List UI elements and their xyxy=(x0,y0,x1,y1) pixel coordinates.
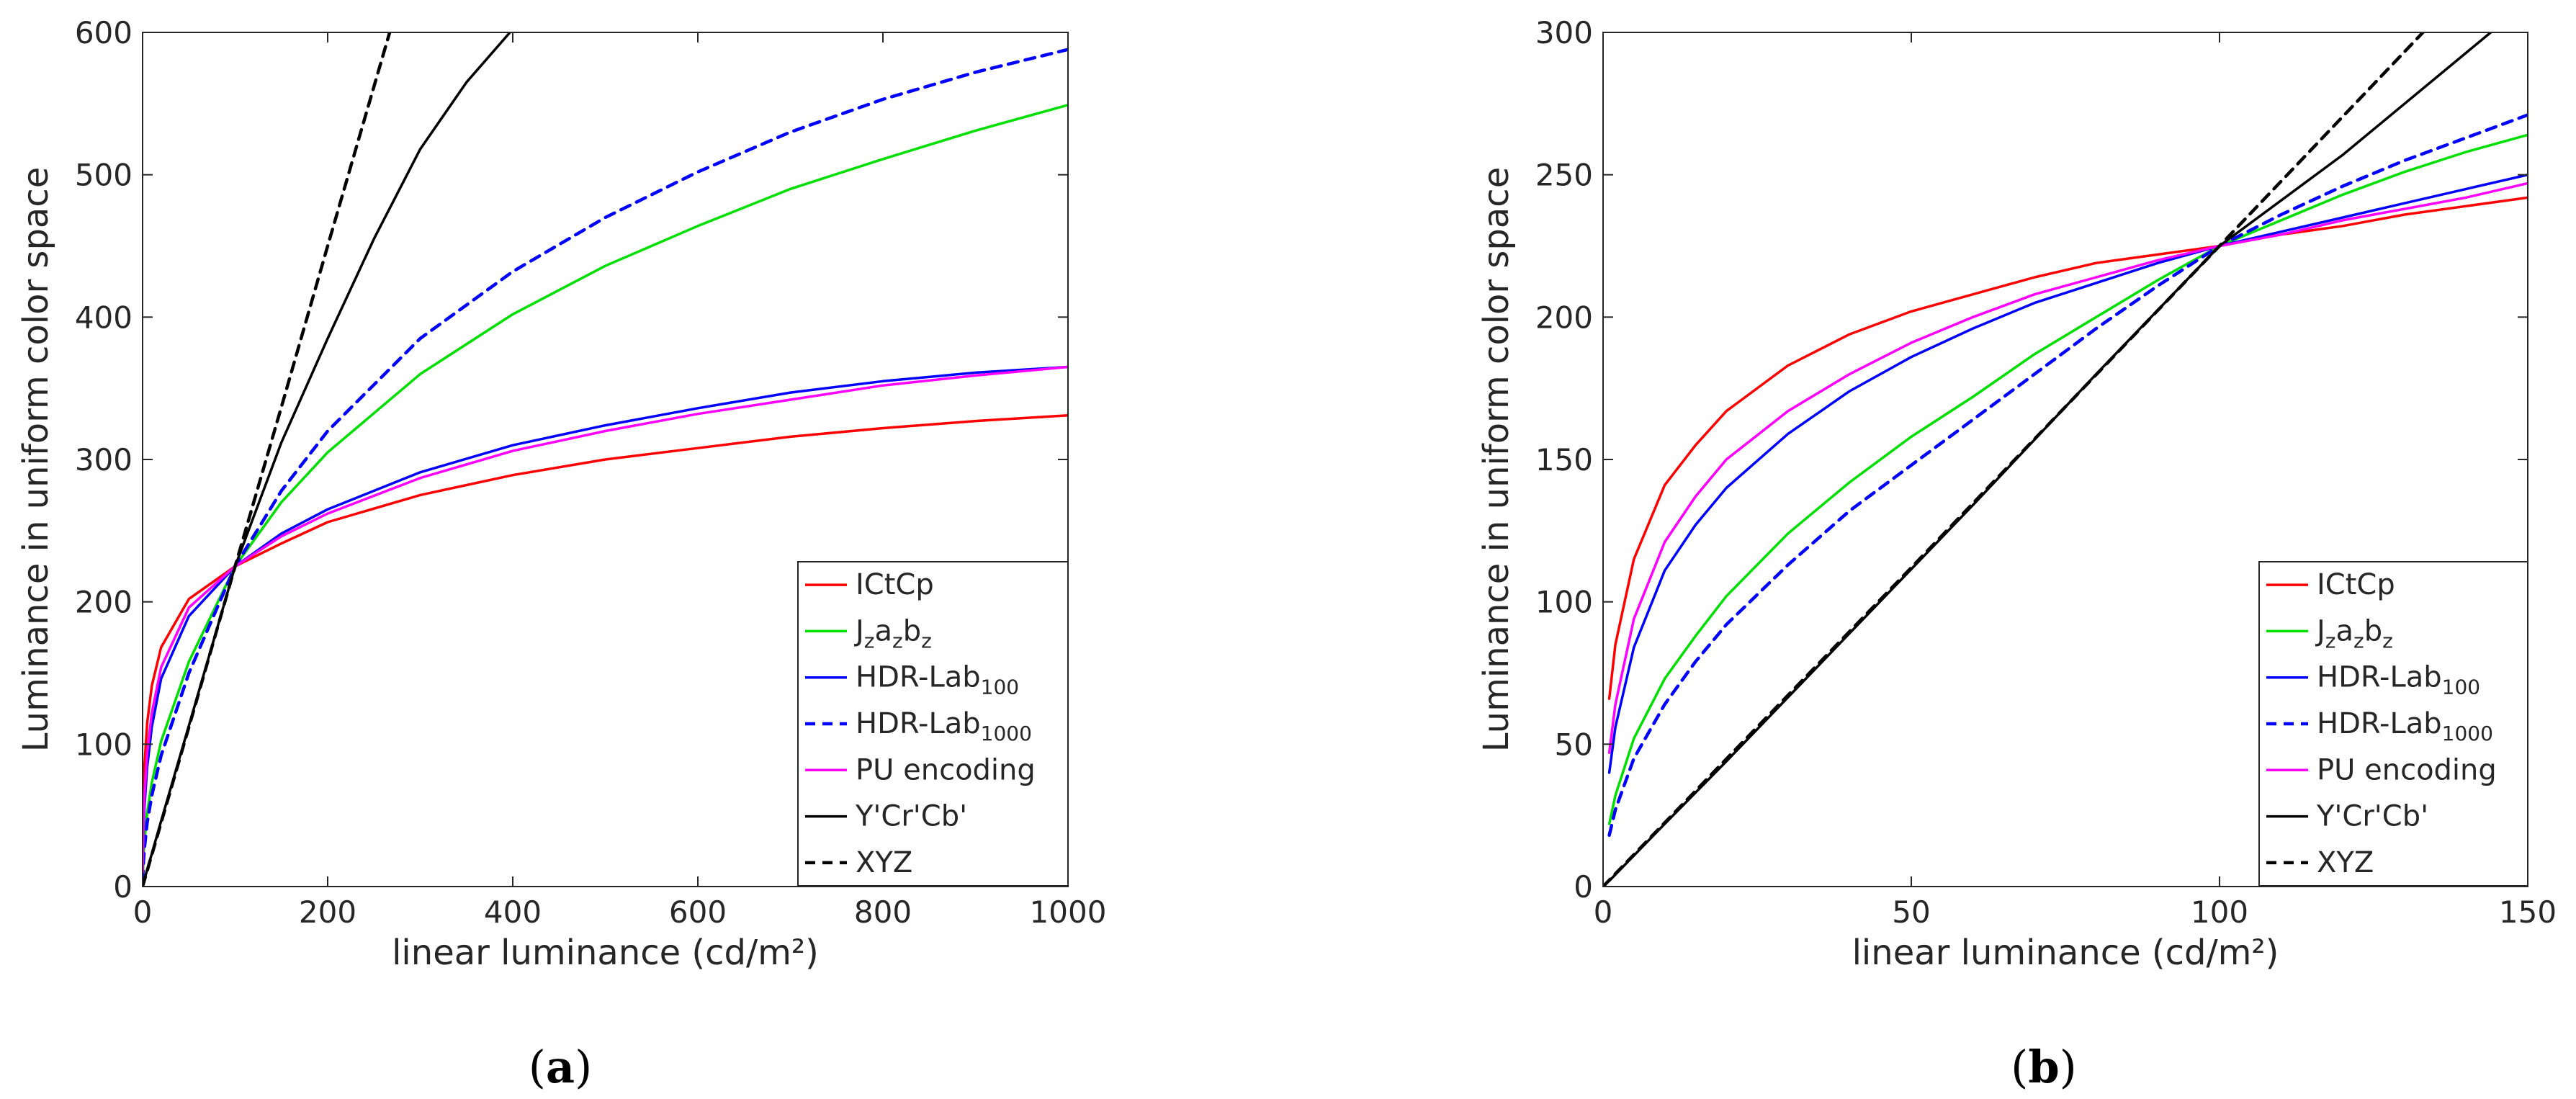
chart-b-legend-label-4: PU encoding xyxy=(2317,753,2497,786)
chart-b-y-tick-label-1: 50 xyxy=(1555,727,1593,762)
chart-b-y-tick-label-3: 150 xyxy=(1535,442,1593,477)
chart-a-series-line-5 xyxy=(143,32,511,887)
chart-a-x-tick-label-4: 800 xyxy=(854,894,912,930)
chart-b-series-line-0 xyxy=(1607,196,2528,700)
chart-a-series-line-0 xyxy=(143,413,1068,860)
chart-b-legend-label-1: Jzazbz xyxy=(2315,614,2393,652)
chart-a-y-tick-label-1: 100 xyxy=(75,727,133,762)
chart-a-y-tick-label-0: 0 xyxy=(113,869,133,905)
chart-a-legend-label-6: XYZ xyxy=(856,846,912,879)
chart-b-y-tick-label-2: 100 xyxy=(1535,585,1593,620)
caption-b: (b) xyxy=(2011,1041,2077,1093)
chart-b-series-line-1 xyxy=(1607,133,2528,825)
chart-b-y-tick-label-4: 200 xyxy=(1535,300,1593,335)
chart-b-series-line-3 xyxy=(1607,113,2528,838)
chart-panel-b: 0 50 100 150 0 50 100 150 200 250 300 linear lumina… xyxy=(1476,15,2557,973)
chart-a-x-tick-label-5: 1000 xyxy=(1030,894,1107,930)
chart-b-legend-label-2: HDR-Lab100 xyxy=(2317,661,2480,699)
chart-b-legend-label-5: Y'Cr'Cb' xyxy=(2316,800,2428,833)
chart-a-y-tick-label-2: 200 xyxy=(75,585,133,620)
chart-a-series-line-4 xyxy=(143,365,1068,874)
chart-a-x-tick-label-3: 600 xyxy=(669,894,727,930)
chart-b-legend: ICtCp Jzazbz HDR-Lab100 HDR-Lab1000 PU encod… xyxy=(2258,561,2528,887)
chart-a-series-group xyxy=(143,32,1068,887)
chart-panel-a: 0 200 400 600 800 10000100200300400500600line… xyxy=(16,15,1106,973)
chart-a-series-line-3 xyxy=(143,48,1068,883)
chart-b-y-tick-label-5: 250 xyxy=(1535,158,1593,193)
chart-b-series-line-2 xyxy=(1607,173,2528,774)
chart-b-series-line-6 xyxy=(1603,32,2425,887)
chart-b-series-line-4 xyxy=(1607,181,2528,754)
chart-a-y-axis-label: Luminance in uniform color space xyxy=(16,167,56,752)
chart-b-legend-box xyxy=(2258,561,2528,887)
chart-a-legend-label-2: HDR-Lab100 xyxy=(856,661,1019,699)
caption-a: (a) xyxy=(529,1041,593,1093)
chart-a-legend-label-4: PU encoding xyxy=(856,753,1036,786)
chart-a-legend-label-1: Jzazbz xyxy=(853,614,932,652)
chart-a-y-tick-label-4: 400 xyxy=(75,300,133,335)
chart-a-legend-label-3: HDR-Lab1000 xyxy=(856,707,1032,745)
chart-b-series-line-5 xyxy=(1607,32,2492,882)
chart-a-series-line-1 xyxy=(143,104,1068,881)
chart-a-y-tick-label-6: 600 xyxy=(75,15,133,50)
chart-b-series-group xyxy=(1603,32,2528,887)
chart-a-series-line-6 xyxy=(143,32,392,887)
chart-a-x-tick-label-2: 400 xyxy=(484,894,542,930)
chart-a-legend-box xyxy=(797,561,1069,887)
chart-a-x-tick-label-1: 200 xyxy=(299,894,356,930)
chart-b-y-tick-label-6: 300 xyxy=(1535,15,1593,50)
chart-b-y-tick-label-0: 0 xyxy=(1574,869,1593,905)
chart-a-legend-label-0: ICtCp xyxy=(856,568,934,601)
chart-a-legend: ICtCp Jzazbz HDR-Lab100 HDR-Lab1000 PU encod… xyxy=(797,561,1069,887)
chart-a-y-tick-label-5: 500 xyxy=(75,158,133,193)
chart-b-x-tick-label-3: 150 xyxy=(2499,894,2557,930)
chart-a-legend-label-5: Y'Cr'Cb' xyxy=(855,800,967,833)
chart-b-legend-label-3: HDR-Lab1000 xyxy=(2317,707,2493,745)
chart-b-legend-label-0: ICtCp xyxy=(2317,568,2395,601)
chart-b-legend-label-6: XYZ xyxy=(2317,846,2374,879)
chart-b-x-tick-label-2: 100 xyxy=(2191,894,2248,930)
chart-b-x-axis-label: linear luminance (cd/m²) xyxy=(1852,933,2279,973)
chart-b-y-axis-label: Luminance in uniform color space xyxy=(1476,167,1517,752)
chart-a-x-tick-label-0: 0 xyxy=(133,894,153,930)
chart-b-x-tick-label-1: 50 xyxy=(1892,894,1930,930)
chart-b-x-tick-label-0: 0 xyxy=(1594,894,1613,930)
chart-a-y-tick-label-3: 300 xyxy=(75,442,133,477)
chart-a-x-axis-label: linear luminance (cd/m²) xyxy=(392,933,819,973)
